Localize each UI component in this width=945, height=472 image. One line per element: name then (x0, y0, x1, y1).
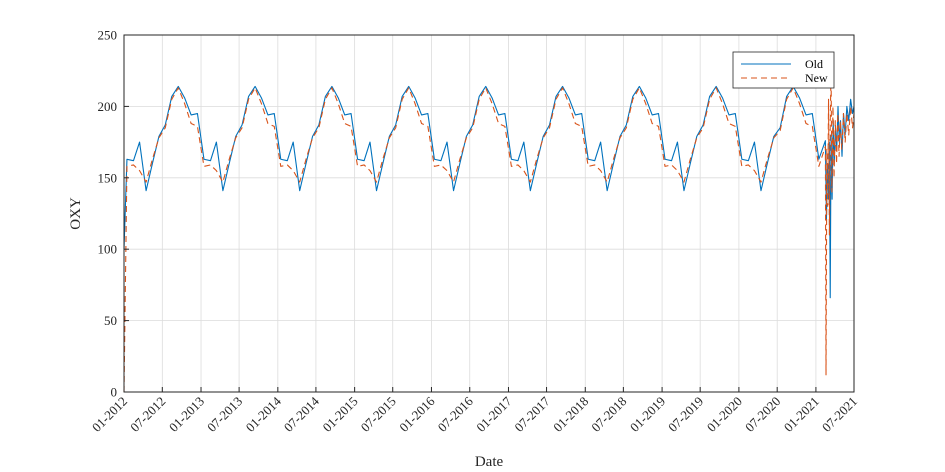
y-tick-label: 100 (98, 242, 118, 257)
plot-frame (123, 34, 855, 393)
legend: Old New (732, 51, 835, 89)
x-axis-title: Date (475, 454, 504, 470)
series-line-new (123, 70, 855, 393)
legend-box (732, 51, 835, 89)
y-tick-label: 0 (111, 385, 118, 400)
series-layer (123, 70, 855, 393)
y-tick-label: 250 (98, 28, 118, 43)
series-line-old (123, 85, 855, 299)
y-axis-title: OXY (68, 197, 84, 230)
y-tick-label: 50 (104, 313, 117, 328)
y-tick-label: 200 (98, 99, 118, 114)
legend-label-old: Old (805, 57, 823, 71)
y-tick-label: 150 (98, 170, 118, 185)
legend-label-new: New (805, 71, 828, 85)
